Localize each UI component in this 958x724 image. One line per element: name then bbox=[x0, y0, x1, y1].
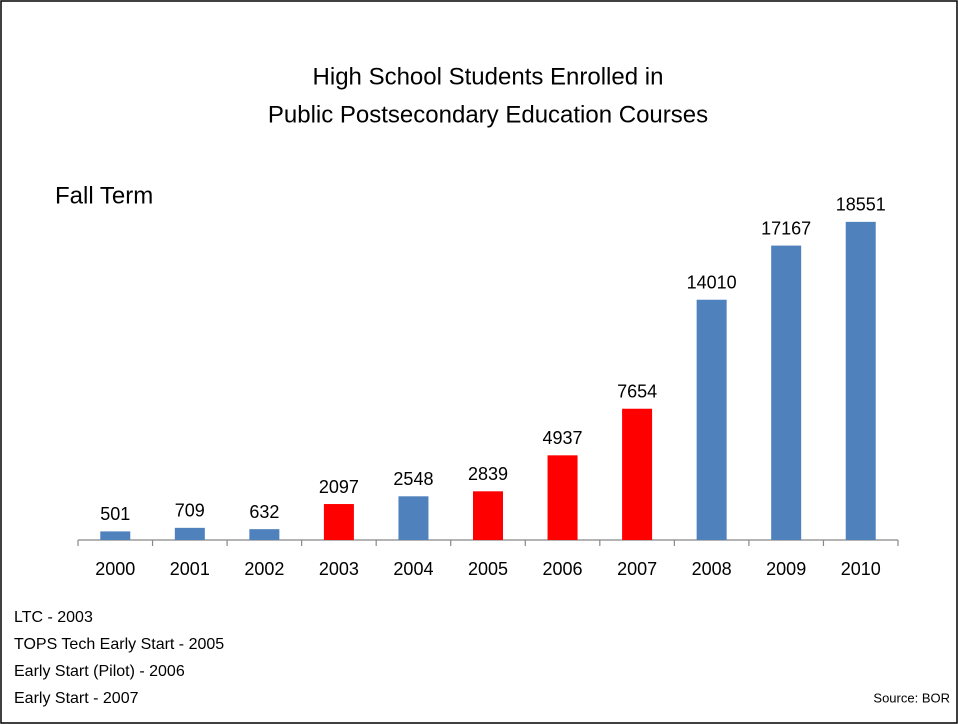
subtitle: Fall Term bbox=[55, 182, 153, 209]
x-tick-label: 2004 bbox=[393, 559, 433, 579]
x-tick-label: 2001 bbox=[170, 559, 210, 579]
x-tick-label: 2002 bbox=[244, 559, 284, 579]
annotation: TOPS Tech Early Start - 2005 bbox=[14, 636, 224, 653]
x-tick-label: 2003 bbox=[319, 559, 359, 579]
data-label: 2548 bbox=[393, 469, 433, 489]
bar bbox=[100, 531, 131, 540]
data-label: 18551 bbox=[836, 195, 886, 215]
bar bbox=[249, 529, 280, 540]
bar bbox=[398, 496, 429, 540]
chart-title: High School Students Enrolled in bbox=[313, 63, 664, 90]
bar bbox=[323, 504, 354, 540]
x-tick-label: 2009 bbox=[766, 559, 806, 579]
annotation: Early Start (Pilot) - 2006 bbox=[14, 663, 185, 680]
bar bbox=[771, 245, 802, 541]
x-tick-label: 2005 bbox=[468, 559, 508, 579]
data-label: 2097 bbox=[319, 477, 359, 497]
x-tick-label: 2010 bbox=[841, 559, 881, 579]
data-label: 4937 bbox=[543, 428, 583, 448]
source: Source: BOR bbox=[873, 690, 950, 705]
bar bbox=[473, 491, 503, 540]
bar bbox=[696, 299, 727, 540]
annotation: Early Start - 2007 bbox=[14, 690, 139, 707]
bar bbox=[547, 455, 578, 540]
data-label: 632 bbox=[249, 502, 279, 522]
x-tick-label: 2007 bbox=[617, 559, 657, 579]
data-label: 2839 bbox=[468, 464, 508, 484]
x-tick-label: 2000 bbox=[95, 559, 135, 579]
annotation: LTC - 2003 bbox=[14, 609, 93, 626]
data-label: 17167 bbox=[761, 218, 811, 238]
data-label: 501 bbox=[100, 504, 130, 524]
bar bbox=[174, 527, 205, 540]
data-label: 709 bbox=[175, 501, 205, 521]
chart-title: Public Postsecondary Education Courses bbox=[268, 101, 708, 128]
x-tick-label: 2006 bbox=[543, 559, 583, 579]
data-label: 14010 bbox=[687, 272, 737, 292]
data-label: 7654 bbox=[617, 381, 657, 401]
x-tick-label: 2008 bbox=[692, 559, 732, 579]
bar bbox=[845, 221, 876, 541]
bar bbox=[622, 408, 653, 540]
